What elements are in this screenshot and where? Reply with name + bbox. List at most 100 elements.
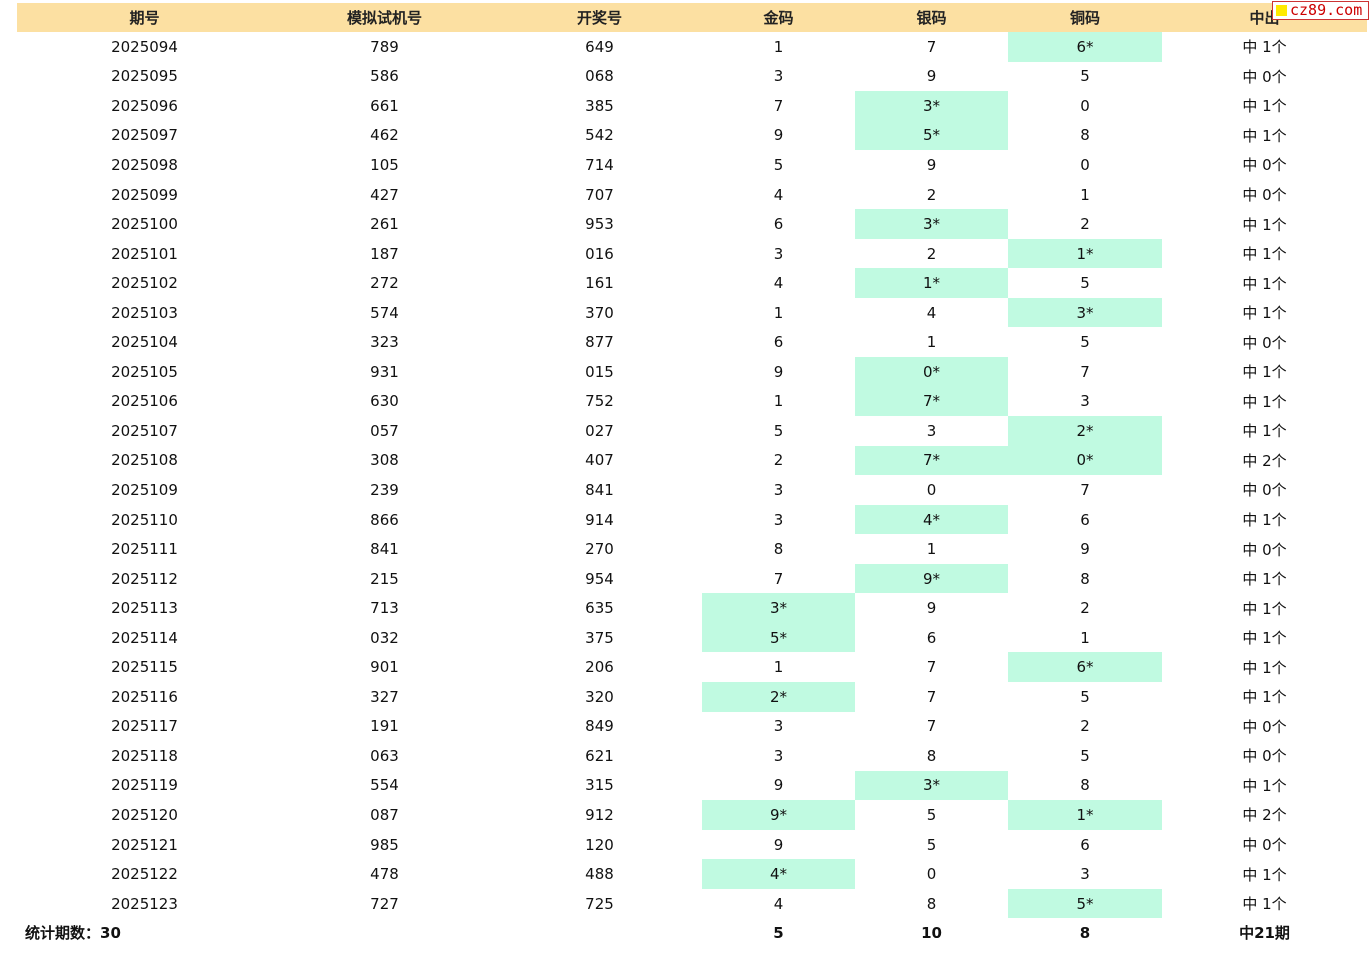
table-row: 2025120 087 912 9* 5 1* 中 2个: [17, 800, 1367, 830]
table-row: 2025105 931 015 9 0* 7 中 1个: [17, 357, 1367, 387]
table-row: 2025114 032 375 5* 6 1 中 1个: [17, 622, 1367, 653]
cell-draw-number: 161: [585, 274, 614, 293]
cell-sim-number: 478: [370, 865, 399, 884]
cell-draw-number: 385: [585, 96, 614, 115]
cell-sim-number: 191: [370, 717, 399, 736]
cell-hits: 中 1个: [1242, 126, 1287, 145]
cell-bronze: 3: [1080, 865, 1090, 884]
cell-gold: 5: [773, 155, 784, 174]
cell-silver: 3: [926, 421, 937, 440]
summary-row: 统计期数：30 5 10 8 中21期: [17, 918, 1367, 947]
cell-gold: 3: [773, 717, 784, 736]
cell-bronze: 7: [1080, 362, 1090, 381]
cell-draw-number: 912: [585, 805, 614, 824]
cell-sim-number: 308: [370, 451, 399, 470]
cell-period: 2025114: [111, 628, 178, 647]
cell-gold: 1: [773, 392, 784, 411]
cell-sim-number: 239: [370, 480, 399, 499]
cell-hits: 中 1个: [1242, 629, 1287, 648]
table-row: 2025100 261 953 6 3* 2 中 1个: [17, 209, 1367, 239]
cell-silver: 8: [926, 894, 937, 913]
cell-silver: 9: [926, 599, 937, 618]
cell-draw-number: 016: [585, 244, 614, 263]
cell-gold: 4: [773, 185, 784, 204]
table-row: 2025098 105 714 5 9 0 中 0个: [17, 150, 1367, 180]
cell-bronze: 2: [1080, 215, 1090, 234]
cell-silver: 9: [926, 67, 937, 86]
table-row: 2025115 901 206 1 7 6* 中 1个: [17, 652, 1367, 683]
cell-silver: 7: [926, 717, 937, 736]
cell-period: 2025111: [111, 540, 178, 559]
cell-sim-number: 841: [370, 540, 399, 559]
cell-silver: 5: [926, 805, 937, 824]
cell-silver: 6: [926, 628, 937, 647]
cell-bronze: 5: [1080, 746, 1090, 765]
cell-bronze: 9: [1080, 540, 1090, 559]
cell-sim-number: 630: [370, 392, 399, 411]
cell-draw-number: 621: [585, 746, 614, 765]
cell-gold: 8: [773, 540, 784, 559]
cell-hits: 中 0个: [1242, 481, 1287, 500]
cell-gold: 2: [773, 451, 784, 470]
cell-sim-number: 661: [370, 96, 399, 115]
cell-hits: 中 0个: [1242, 186, 1287, 204]
table-body: 2025094 789 649 1 7 6* 中 1个 2025095 586 068 3 9 5 中 0…: [17, 32, 1367, 919]
cell-gold: 9*: [702, 800, 855, 830]
cell-draw-number: 068: [585, 67, 614, 86]
cell-sim-number: 105: [370, 155, 399, 174]
cell-bronze: 8: [1080, 126, 1090, 145]
cell-silver: 7*: [855, 386, 1008, 417]
cell-sim-number: 272: [370, 274, 399, 293]
cell-period: 2025106: [111, 392, 178, 411]
cell-sim-number: 985: [370, 835, 399, 854]
col-header-hits: 中出: [1249, 9, 1280, 27]
cell-hits: 中 1个: [1242, 658, 1287, 677]
cell-bronze: 5: [1080, 333, 1090, 352]
cell-gold: 2*: [702, 682, 855, 712]
cell-gold: 7: [773, 569, 784, 588]
cell-gold: 6: [773, 215, 784, 234]
cell-silver: 7*: [855, 445, 1008, 476]
cell-sim-number: 901: [370, 658, 399, 677]
table-row: 2025102 272 161 4 1* 5 中 1个: [17, 268, 1367, 298]
col-header-silver: 银码: [916, 9, 947, 27]
cell-gold: 3*: [702, 593, 855, 623]
cell-period: 2025121: [111, 835, 178, 854]
summary-hits-total: 中21期: [1239, 924, 1290, 943]
cell-hits: 中 0个: [1242, 156, 1287, 175]
cell-bronze: 0*: [1008, 445, 1162, 476]
cell-period: 2025119: [111, 776, 178, 795]
table-row: 2025117 191 849 3 7 2 中 0个: [17, 712, 1367, 742]
cell-hits: 中 1个: [1242, 274, 1287, 293]
cell-draw-number: 407: [585, 451, 614, 470]
cell-period: 2025120: [111, 805, 178, 824]
table-header-row: 期号 模拟试机号 开奖号 金码 银码 铜码 中出: [17, 3, 1367, 32]
cell-gold: 7: [773, 96, 784, 115]
cell-bronze: 1: [1080, 185, 1090, 204]
cell-bronze: 1*: [1008, 238, 1162, 269]
summary-silver-total: 10: [921, 923, 942, 942]
cell-draw-number: 315: [585, 776, 614, 795]
cell-draw-number: 849: [585, 717, 614, 736]
cell-draw-number: 027: [585, 421, 614, 440]
cell-sim-number: 327: [370, 687, 399, 706]
cell-hits: 中 1个: [1242, 865, 1287, 884]
cell-period: 2025103: [111, 303, 178, 322]
cell-period: 2025109: [111, 480, 178, 499]
cell-period: 2025107: [111, 421, 178, 440]
table-row: 2025101 187 016 3 2 1* 中 1个: [17, 238, 1367, 269]
watermark-text: cz89.com: [1290, 1, 1363, 19]
cell-sim-number: 261: [370, 215, 399, 234]
cell-silver: 2: [926, 244, 937, 263]
cell-bronze: 8: [1080, 569, 1090, 588]
cell-gold: 3: [773, 244, 784, 263]
table-row: 2025113 713 635 3* 9 2 中 1个: [17, 593, 1367, 623]
cell-silver: 9*: [855, 563, 1008, 594]
table-row: 2025116 327 320 2* 7 5 中 1个: [17, 682, 1367, 712]
table-row: 2025096 661 385 7 3* 0 中 1个: [17, 91, 1367, 121]
cell-period: 2025123: [111, 894, 178, 913]
cell-bronze: 3*: [1008, 297, 1162, 328]
cell-silver: 7: [926, 687, 937, 706]
cell-silver: 3*: [855, 770, 1008, 801]
lottery-table: 期号 模拟试机号 开奖号 金码 银码 铜码 中出 2025094 789 649 1 7…: [17, 3, 1367, 947]
